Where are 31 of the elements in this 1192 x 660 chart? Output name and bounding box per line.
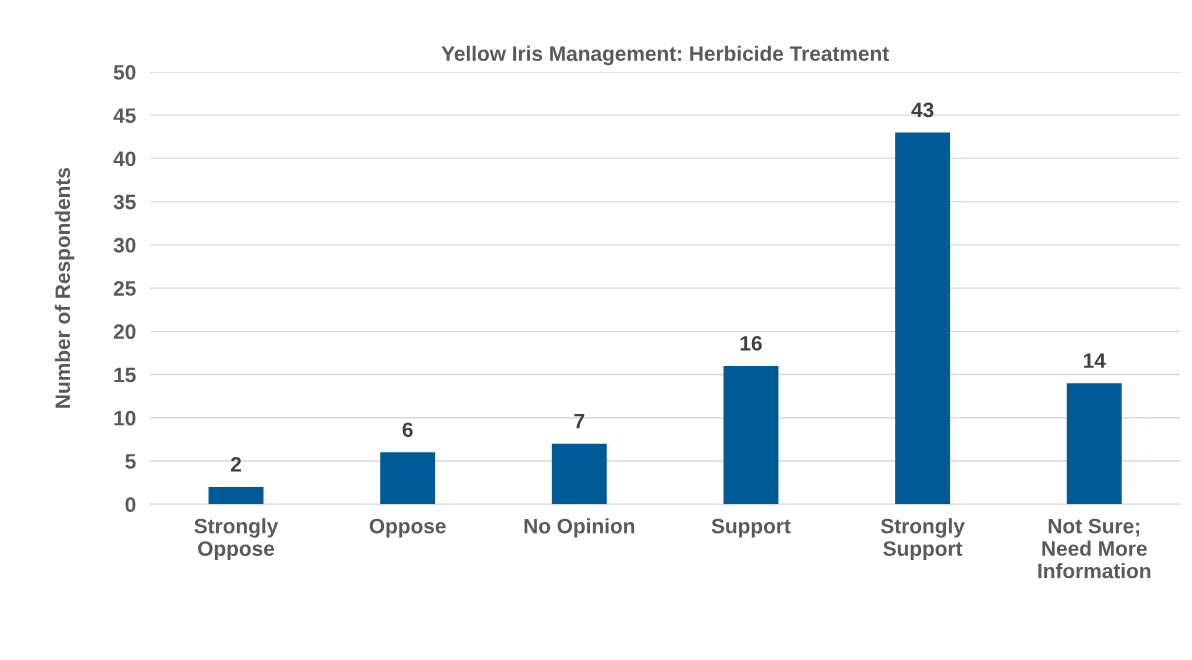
- y-tick-label: 0: [125, 497, 136, 512]
- x-tick-label: No Opinion: [524, 518, 635, 538]
- bar: [1066, 383, 1122, 505]
- y-tick-label: 45: [113, 108, 136, 123]
- bar: [380, 452, 436, 505]
- y-tick-label: 5: [125, 454, 136, 469]
- x-tick-label: Oppose: [369, 518, 446, 538]
- y-axis-title: Number of Respondents: [54, 167, 75, 408]
- y-tick-label: 20: [113, 324, 136, 340]
- data-label: 2: [230, 456, 241, 472]
- data-label: 7: [574, 413, 585, 429]
- bar: [895, 132, 951, 505]
- y-tick-label: 35: [113, 194, 136, 210]
- bar: [723, 365, 779, 505]
- y-tick-label: 40: [113, 151, 136, 167]
- y-tick-label: 50: [113, 64, 136, 80]
- x-tick-label: Strongly Oppose: [194, 518, 279, 561]
- data-label: 14: [1083, 353, 1106, 368]
- data-label: 43: [911, 102, 934, 118]
- data-label: 6: [402, 422, 413, 438]
- bar: [208, 486, 264, 505]
- bar: [551, 443, 607, 505]
- x-tick-label: Strongly Support: [880, 518, 965, 561]
- y-tick-label: 15: [114, 367, 136, 383]
- chart-title: Yellow Iris Management: Herbicide Treatment: [441, 45, 889, 66]
- y-tick-label: 25: [113, 281, 136, 296]
- data-label: 16: [740, 335, 762, 351]
- x-tick-label: Not Sure; Need More Information: [1038, 518, 1151, 579]
- x-tick-label: Support: [711, 518, 791, 538]
- y-tick-label: 30: [113, 237, 136, 253]
- y-tick-label: 10: [114, 410, 136, 426]
